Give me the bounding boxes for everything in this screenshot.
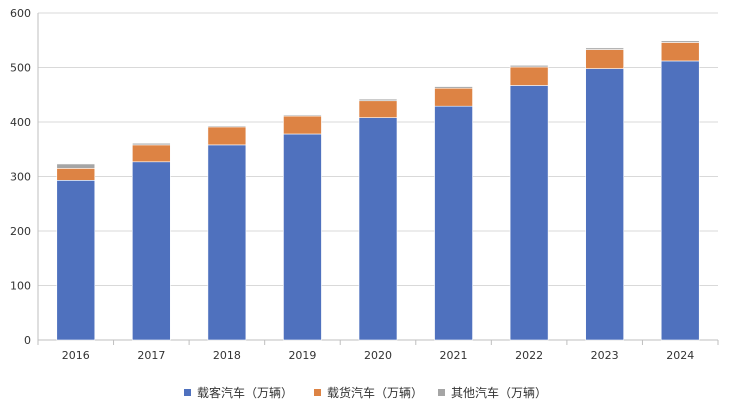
bar-2024-series-2 [660,40,700,43]
x-tick-label-2024: 2024 [666,349,694,362]
x-tick-label-2018: 2018 [213,349,241,362]
bar-2019-series-1 [283,115,322,135]
x-tick-label-2022: 2022 [515,349,543,362]
bar-2023-series-1 [585,49,624,69]
bar-2016-series-1 [56,168,96,181]
y-tick-label-600: 600 [10,7,31,20]
bar-2021-series-0 [434,105,473,341]
bar-2021-series-1 [434,87,473,107]
bar-2024-series-1 [660,42,700,62]
x-tick-label-2019: 2019 [288,349,316,362]
legend-swatch-0 [184,389,191,396]
bar-2018-series-2 [207,125,247,128]
bar-2017-series-0 [132,161,171,341]
x-tick-label-2023: 2023 [591,349,619,362]
bar-2022-series-1 [509,66,549,86]
bar-2017-series-2 [132,142,171,146]
x-tick-label-2020: 2020 [364,349,392,362]
y-tick-label-100: 100 [10,280,31,293]
legend-swatch-1 [314,389,321,396]
bar-2022-series-2 [509,65,549,68]
bar-2020-series-0 [358,117,398,341]
bar-2016-series-0 [56,180,96,341]
bar-2017-series-1 [132,144,171,163]
legend-swatch-2 [438,389,445,396]
y-tick-label-0: 0 [24,334,31,347]
y-tick-label-300: 300 [10,171,31,184]
bar-2024-series-0 [660,60,700,341]
y-tick-label-500: 500 [10,62,31,75]
y-tick-label-400: 400 [10,116,31,129]
x-tick-label-2016: 2016 [62,349,90,362]
legend-label-0: 载客汽车（万辆） [197,385,293,400]
x-tick-label-2021: 2021 [440,349,468,362]
legend-label-1: 载货汽车（万辆） [327,385,423,400]
bar-2020-series-2 [358,98,398,102]
bar-2018-series-0 [207,144,247,341]
bar-2019-series-2 [283,114,322,117]
bar-2021-series-2 [434,86,473,89]
x-tick-label-2017: 2017 [137,349,165,362]
bar-2020-series-1 [358,100,398,118]
bar-2022-series-0 [509,85,549,341]
y-tick-label-200: 200 [10,225,31,238]
bar-2019-series-0 [283,133,322,341]
legend-label-2: 其他汽车（万辆） [451,385,547,400]
bar-2016-series-2 [56,163,96,169]
bar-2018-series-1 [207,126,247,146]
bar-2023-series-2 [585,47,624,50]
bar-2023-series-0 [585,68,624,341]
